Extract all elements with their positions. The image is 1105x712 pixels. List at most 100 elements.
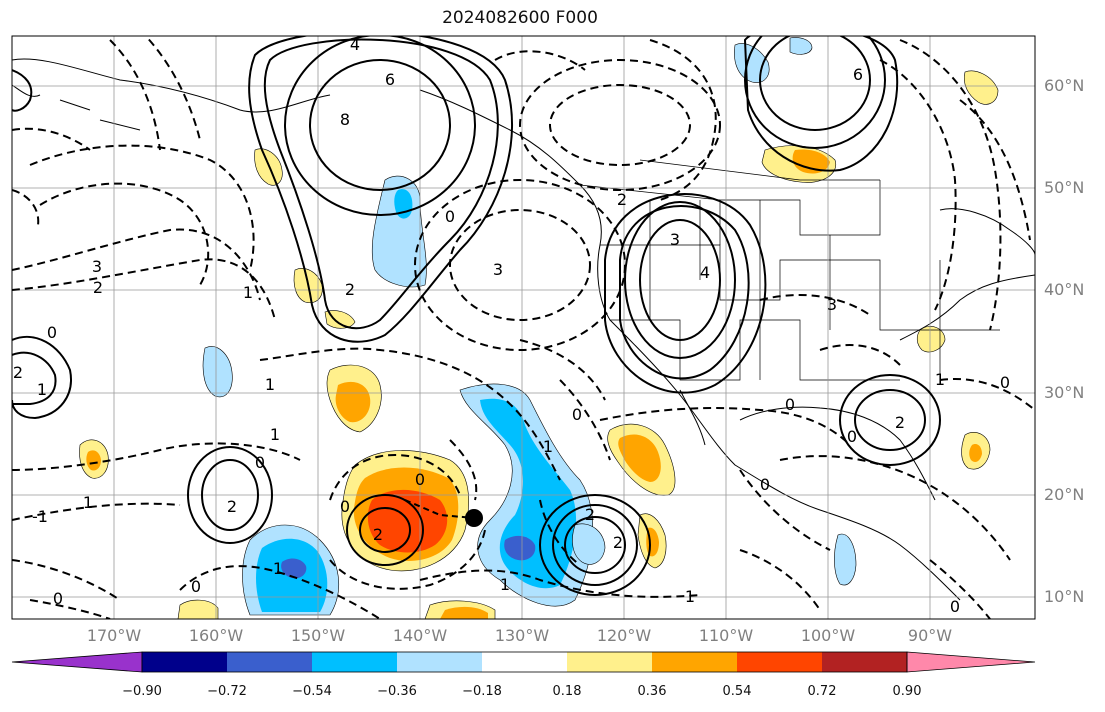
colorbar-tick: −0.36 bbox=[377, 684, 417, 699]
contour-label: 4 bbox=[700, 263, 710, 282]
contour-label: 2 bbox=[895, 413, 905, 432]
contours-dashed bbox=[12, 36, 1035, 619]
lat-label: 60°N bbox=[1044, 76, 1085, 95]
contour-label: 0 bbox=[340, 497, 350, 516]
anomaly-positive-patch-11-core bbox=[969, 444, 982, 462]
colorbar-tick: 0.18 bbox=[552, 684, 582, 699]
anomaly-negative-patch-2 bbox=[202, 346, 233, 398]
anomaly-positive-patch-7 bbox=[177, 599, 219, 619]
contour-label: 2 bbox=[345, 280, 355, 299]
contour-label: 3 bbox=[92, 257, 102, 276]
contour-label: 1 bbox=[543, 437, 553, 456]
lon-label: 110°W bbox=[698, 626, 754, 645]
lat-label: 50°N bbox=[1044, 178, 1085, 197]
contour-label: 0 bbox=[760, 475, 770, 494]
colorbar bbox=[11, 651, 1036, 673]
contour-label: 0 bbox=[847, 427, 857, 446]
contour-label: 2 bbox=[93, 278, 103, 297]
lon-label: 100°W bbox=[800, 626, 856, 645]
contours-solid bbox=[12, 36, 941, 596]
contour-label: 2 bbox=[13, 363, 23, 382]
contour-label: 1 bbox=[273, 559, 283, 578]
contour-label: 1 bbox=[270, 425, 280, 444]
colorbar-tick: 0.72 bbox=[807, 684, 837, 699]
lat-label: 10°N bbox=[1044, 587, 1085, 606]
anomaly-positive-patch-1-core bbox=[618, 434, 661, 482]
coastlines bbox=[12, 58, 1035, 601]
anomaly-positive-patch-10 bbox=[254, 148, 283, 186]
contour-label: 0 bbox=[1000, 373, 1010, 392]
lat-label: 40°N bbox=[1044, 280, 1085, 299]
colorbar-tick: 0.54 bbox=[722, 684, 752, 699]
anomaly-positive-patch-12 bbox=[916, 326, 946, 353]
contour-label: 2 bbox=[373, 525, 383, 544]
contour-label: 3 bbox=[827, 295, 837, 314]
contour-label: 0 bbox=[445, 207, 455, 226]
lon-label: 90°W bbox=[907, 626, 953, 645]
anomaly-negative-north bbox=[371, 175, 427, 288]
colorbar-bin bbox=[227, 652, 312, 672]
lon-label: 120°W bbox=[596, 626, 652, 645]
colorbar-tick: −0.72 bbox=[207, 684, 247, 699]
gridlines bbox=[12, 36, 1035, 619]
contour-label: 1 bbox=[265, 375, 275, 394]
colorbar-bin bbox=[737, 652, 822, 672]
colorbar-bin bbox=[312, 652, 397, 672]
contour-label: 2 bbox=[227, 497, 237, 516]
contour-label: 3 bbox=[493, 260, 503, 279]
lon-label: 160°W bbox=[188, 626, 244, 645]
anomaly-negative-patch-5 bbox=[789, 37, 813, 55]
colorbar-tick: 0.90 bbox=[892, 684, 922, 699]
lon-label: 150°W bbox=[290, 626, 346, 645]
contour-label: 1 bbox=[243, 283, 253, 302]
contour-label: 4 bbox=[350, 35, 360, 54]
colorbar-bin bbox=[482, 652, 567, 672]
lon-label: 170°W bbox=[86, 626, 142, 645]
contour-label: 6 bbox=[853, 65, 863, 84]
contour-label: 0 bbox=[53, 589, 63, 608]
contour-label: 2 bbox=[613, 533, 623, 552]
colorbar-tick: −0.54 bbox=[292, 684, 332, 699]
colorbar-bin bbox=[652, 652, 737, 672]
contour-label: 3 bbox=[670, 230, 680, 249]
anomaly-positive-patch-6-core bbox=[440, 606, 488, 619]
contour-label: 0 bbox=[255, 453, 265, 472]
lon-label: 130°W bbox=[494, 626, 550, 645]
storm-track bbox=[404, 499, 483, 527]
contour-label: 0 bbox=[191, 577, 201, 596]
colorbar-bin bbox=[397, 652, 482, 672]
colorbar-extend-low bbox=[11, 651, 143, 673]
map-title: 2024082600 F000 bbox=[442, 8, 598, 28]
contour-label: 0 bbox=[47, 323, 57, 342]
colorbar-tick: −0.90 bbox=[122, 684, 162, 699]
storm-position-marker bbox=[465, 509, 483, 527]
anomaly-negative-southwest-core bbox=[281, 558, 307, 579]
contour-label: 0 bbox=[572, 405, 582, 424]
plot-frame bbox=[11, 35, 1036, 620]
colorbar-extend-high bbox=[906, 651, 1036, 673]
colorbar-bin bbox=[567, 652, 652, 672]
colorbar-tick: −0.18 bbox=[462, 684, 502, 699]
anomaly-positive-patch-13 bbox=[963, 70, 999, 105]
colorbar-bin bbox=[822, 652, 907, 672]
contour-label: 1 bbox=[685, 587, 695, 606]
contour-label: 1 bbox=[37, 380, 47, 399]
contour-label: 1 bbox=[83, 493, 93, 512]
contour-label: 0 bbox=[950, 597, 960, 616]
lat-label: 30°N bbox=[1044, 383, 1085, 402]
colorbar-bin bbox=[142, 652, 227, 672]
anomaly-negative-patch-4 bbox=[572, 523, 606, 565]
anomaly-positive-patch-3-core bbox=[792, 149, 830, 174]
contour-label: -1 bbox=[32, 507, 48, 526]
contour-label: 1 bbox=[935, 370, 945, 389]
contour-label: 1 bbox=[500, 575, 510, 594]
contour-label: 0 bbox=[415, 470, 425, 489]
contour-labels: 4 6 8 0 2 3 4 6 2 3 2 1 0 2 1 0 1 0 2 2 … bbox=[13, 35, 1010, 616]
lon-label: 140°W bbox=[392, 626, 448, 645]
anomaly-positive-patch-4-core bbox=[86, 450, 101, 471]
contour-label: 0 bbox=[785, 395, 795, 414]
contour-label: 2 bbox=[585, 505, 595, 524]
anomaly-negative-east-core bbox=[504, 535, 536, 561]
contour-label: 2 bbox=[617, 190, 627, 209]
